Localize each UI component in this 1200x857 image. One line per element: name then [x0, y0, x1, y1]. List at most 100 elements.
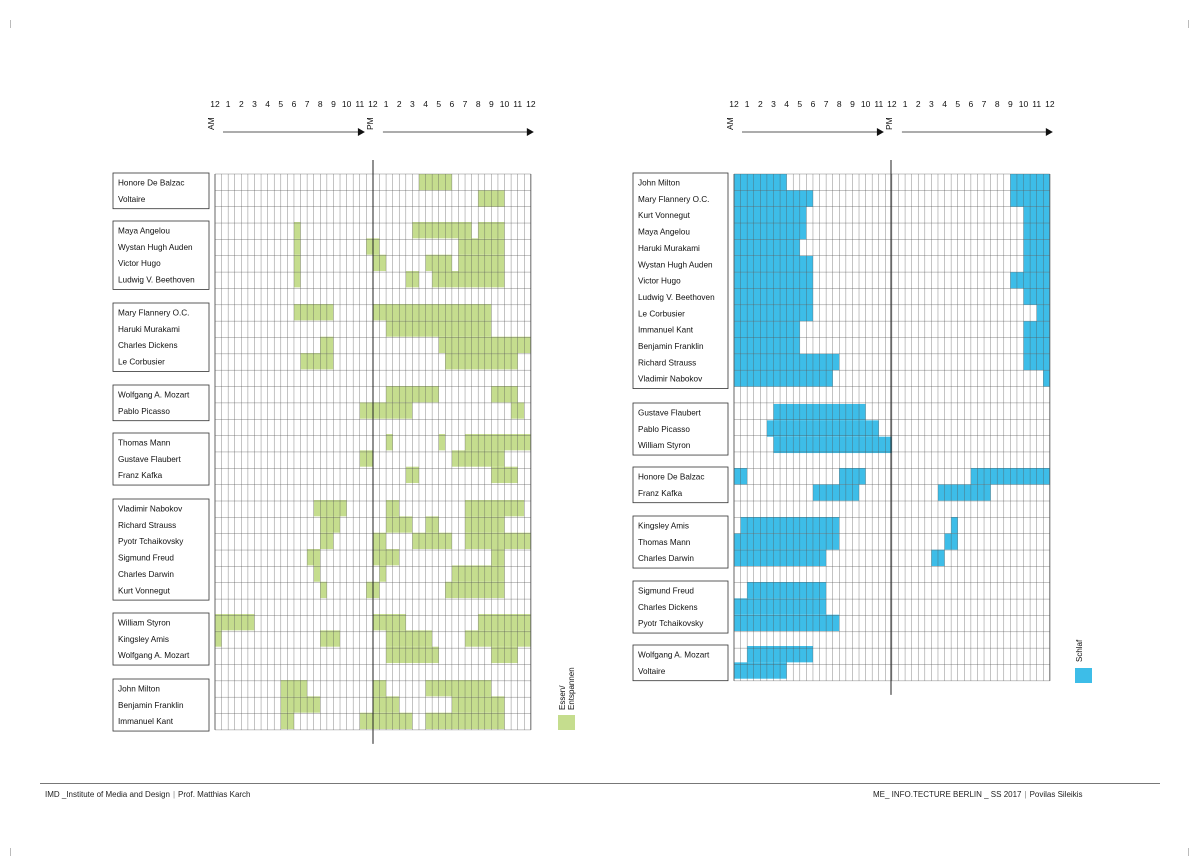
hour-tick-label: 2	[758, 99, 763, 109]
person-name: Benjamin Franklin	[638, 342, 704, 351]
pm-label: PM	[884, 117, 894, 130]
hour-tick-label: 11	[874, 99, 883, 109]
hour-tick-label: 3	[410, 99, 415, 109]
hour-tick-label: 1	[903, 99, 908, 109]
hour-tick-label: 12	[887, 99, 897, 109]
activity-block	[300, 353, 334, 370]
name-group-box	[112, 678, 210, 732]
hour-tick-label: 3	[771, 99, 776, 109]
hour-tick-label: 12	[526, 99, 536, 109]
legend-label-line: Entspannen	[567, 667, 576, 710]
activity-block	[293, 238, 301, 255]
activity-block	[445, 353, 518, 370]
name-group-box	[112, 220, 210, 290]
person-name: Pyotr Tchaikovsky	[118, 537, 184, 546]
hour-tick-label: 5	[955, 99, 960, 109]
person-name: Victor Hugo	[638, 277, 681, 286]
name-group-box	[632, 644, 729, 682]
activity-block	[293, 254, 301, 272]
hour-tick-label: 9	[331, 99, 336, 109]
footer-left: IMD _Institute of Media and Design | Prof.…	[45, 790, 251, 799]
activity-block	[438, 434, 446, 451]
hour-tick-label: 9	[1008, 99, 1013, 109]
hour-tick-label: 10	[861, 99, 871, 109]
name-group-box	[112, 172, 210, 210]
institute-name: IMD _Institute of Media and Design	[45, 790, 170, 799]
person-name: Wolfgang A. Mozart	[118, 391, 190, 400]
person-name: Wystan Hugh Auden	[118, 243, 193, 252]
activity-block	[379, 565, 387, 582]
person-name: Vladimir Nabokov	[118, 505, 183, 514]
person-name: Franz Kafka	[638, 489, 683, 498]
activity-block	[293, 222, 301, 239]
hour-tick-label: 4	[265, 99, 270, 109]
hour-tick-label: 3	[929, 99, 934, 109]
person-name: Mary Flannery O.C.	[638, 195, 709, 204]
person-name: Richard Strauss	[638, 358, 696, 367]
activity-block	[951, 517, 958, 534]
legend-label-line: Schlaf	[1075, 639, 1084, 662]
person-name: William Styron	[118, 619, 171, 628]
am-label: AM	[206, 117, 216, 130]
am-label: AM	[725, 117, 735, 130]
person-name: Charles Darwin	[118, 570, 174, 579]
person-name: Honore De Balzac	[638, 473, 704, 482]
person-name: Wolfgang A. Mozart	[638, 651, 710, 660]
person-name: Thomas Mann	[638, 538, 691, 547]
person-name: Haruki Murakami	[638, 244, 700, 253]
time-arrow-head	[526, 128, 534, 136]
person-name: Kingsley Amis	[638, 522, 689, 531]
person-name: Wystan Hugh Auden	[638, 260, 713, 269]
activity-block	[412, 222, 472, 239]
hour-tick-label: 1	[745, 99, 750, 109]
hour-tick-label: 2	[239, 99, 244, 109]
hour-tick-label: 4	[784, 99, 789, 109]
person-name: Kingsley Amis	[118, 635, 169, 644]
name-group-box	[112, 612, 210, 666]
hour-tick-label: 4	[942, 99, 947, 109]
activity-block	[1043, 370, 1050, 387]
professor-name: Prof. Matthias Karch	[178, 790, 251, 799]
crop-mark	[10, 848, 11, 856]
activity-block	[465, 500, 525, 517]
person-name: Pablo Picasso	[118, 407, 170, 416]
activity-block	[418, 174, 452, 191]
person-name: Le Corbusier	[118, 358, 165, 367]
person-name: Haruki Murakami	[118, 325, 180, 334]
time-arrow-head	[357, 128, 365, 136]
author-name: Povilas Sileikis	[1029, 790, 1083, 799]
legend-swatch	[1075, 668, 1092, 683]
person-name: Charles Dickens	[638, 603, 698, 612]
hour-tick-label: 6	[292, 99, 297, 109]
crop-mark	[10, 20, 11, 28]
hour-tick-label: 11	[1032, 99, 1041, 109]
activity-block	[320, 516, 341, 533]
crop-mark	[1188, 848, 1189, 856]
hour-tick-label: 7	[305, 99, 310, 109]
person-name: Le Corbusier	[638, 309, 685, 318]
person-name: Pyotr Tchaikovsky	[638, 619, 704, 628]
name-group-box	[632, 466, 729, 504]
person-name: Benjamin Franklin	[118, 701, 184, 710]
activity-block	[766, 420, 879, 437]
person-name: Immanuel Kant	[638, 326, 694, 335]
person-name: Charles Dickens	[118, 341, 178, 350]
hour-tick-label: 11	[355, 99, 364, 109]
hour-tick-label: 1	[226, 99, 231, 109]
person-name: Immanuel Kant	[118, 717, 174, 726]
footer-rule	[40, 783, 1160, 784]
name-group-box	[112, 384, 210, 422]
person-name: Maya Angelou	[638, 228, 690, 237]
hour-tick-label: 12	[210, 99, 220, 109]
person-name: Richard Strauss	[118, 521, 176, 530]
activity-block	[740, 517, 840, 534]
person-name: Franz Kafka	[118, 471, 163, 480]
activity-block	[386, 434, 393, 451]
name-group-box	[632, 402, 729, 456]
hour-tick-label: 8	[837, 99, 842, 109]
activity-block	[432, 271, 505, 288]
hour-tick-label: 4	[423, 99, 428, 109]
pm-label: PM	[365, 117, 375, 130]
person-name: Thomas Mann	[118, 439, 171, 448]
hour-tick-label: 5	[797, 99, 802, 109]
